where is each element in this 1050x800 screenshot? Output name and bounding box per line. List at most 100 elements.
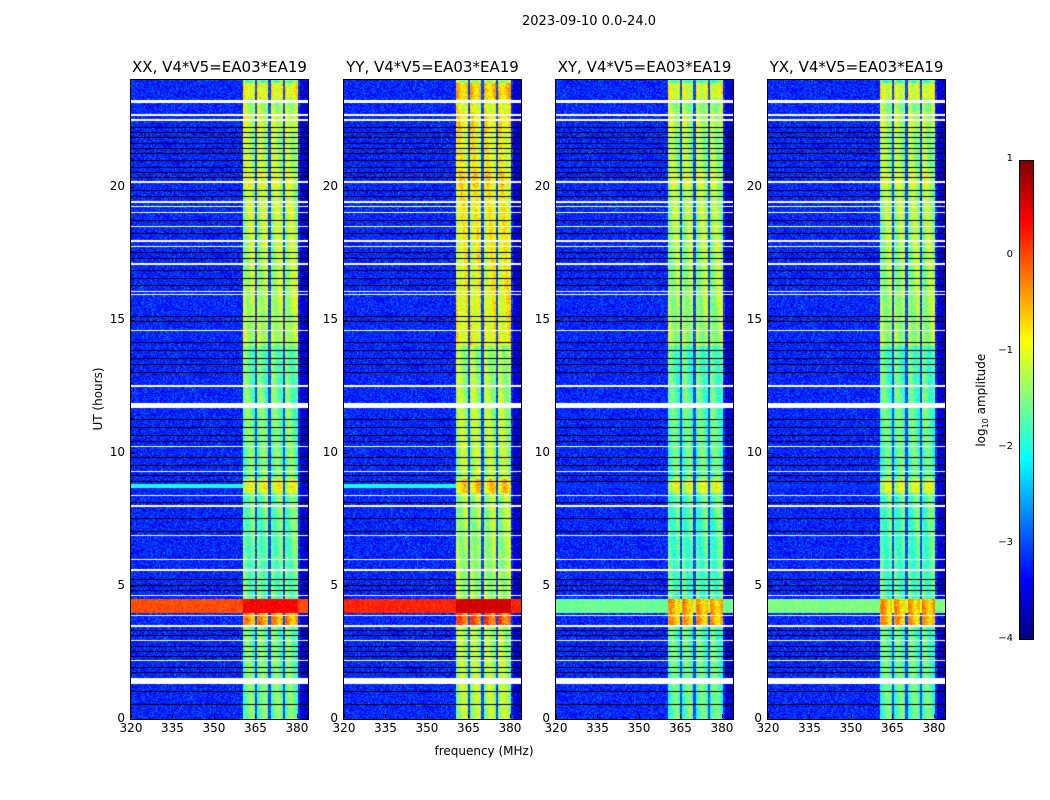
x-tick — [721, 714, 723, 718]
heatmap — [131, 80, 308, 719]
y-tick — [768, 452, 772, 454]
x-tick — [131, 714, 132, 718]
x-tick — [344, 714, 345, 718]
panel-title: YX, V4*V5=EA03*EA19 — [769, 58, 944, 76]
y-tick-label: 0 — [542, 711, 550, 725]
y-tick — [768, 319, 772, 321]
x-tick — [255, 714, 257, 718]
y-tick-label: 0 — [330, 711, 338, 725]
colorbar-tick-label: −4 — [998, 633, 1013, 644]
x-tick-label: 365 — [669, 721, 692, 735]
y-tick-label: 10 — [109, 444, 125, 459]
y-tick — [768, 585, 772, 587]
x-tick-label: 365 — [881, 721, 904, 735]
waterfall-panel-4: YX, V4*V5=EA03*EA19 320 335 350 365 380 0 5 10 15… — [747, 58, 946, 735]
y-tick — [344, 186, 348, 188]
x-tick — [509, 714, 511, 718]
y-tick — [131, 319, 135, 321]
waterfall-panel-1: XX, V4*V5=EA03*EA19 320 335 350 365 380 0 5 10 15… — [110, 58, 309, 735]
y-tick-label: 20 — [109, 178, 125, 193]
x-tick-label: 365 — [457, 721, 480, 735]
y-tick-label: 5 — [117, 577, 125, 592]
x-tick-label: 380 — [498, 721, 522, 735]
x-tick-label: 335 — [374, 721, 397, 735]
y-tick-label: 0 — [754, 711, 762, 725]
y-tick — [768, 719, 772, 720]
y-tick — [131, 452, 135, 454]
x-tick-label: 350 — [415, 721, 439, 735]
x-tick — [556, 714, 557, 718]
y-tick — [556, 719, 560, 720]
y-tick-label: 20 — [322, 178, 338, 193]
x-tick-label: 380 — [922, 721, 946, 735]
x-tick-label: 350 — [839, 721, 863, 735]
y-tick-label: 20 — [746, 178, 762, 193]
x-tick-label: 320 — [119, 721, 143, 735]
y-tick — [556, 585, 560, 587]
y-tick-label: 5 — [330, 577, 338, 592]
x-tick — [213, 714, 215, 718]
x-tick — [426, 714, 428, 718]
heatmap — [556, 80, 733, 719]
y-tick — [768, 186, 772, 188]
x-tick-label: 320 — [756, 721, 780, 735]
y-tick-label: 10 — [322, 444, 338, 459]
colorbar-label: log10 amplitude — [973, 353, 991, 447]
x-axis-label: frequency (MHz) — [434, 744, 534, 758]
x-tick-label: 335 — [161, 721, 184, 735]
heatmap — [768, 80, 945, 719]
x-tick-label: 335 — [586, 721, 609, 735]
x-tick — [468, 714, 470, 718]
panel-title: XX, V4*V5=EA03*EA19 — [132, 58, 307, 76]
y-tick — [344, 585, 348, 587]
waterfall-panel-3: XY, V4*V5=EA03*EA19 320 335 350 365 380 0 5 10 15… — [535, 58, 734, 735]
y-tick — [556, 319, 560, 321]
panel-title: YY, V4*V5=EA03*EA19 — [346, 58, 519, 76]
y-tick-label: 15 — [322, 311, 338, 326]
x-tick — [385, 714, 387, 718]
y-tick — [344, 719, 348, 720]
colorbar-tick-label: 1 — [1006, 153, 1013, 164]
y-tick-label: 10 — [746, 444, 762, 459]
y-tick-label: 5 — [754, 577, 762, 592]
x-tick — [892, 714, 894, 718]
x-tick-label: 350 — [202, 721, 226, 735]
y-tick-label: 5 — [542, 577, 550, 592]
heatmap — [344, 80, 521, 719]
colorbar-tick-label: −1 — [998, 345, 1013, 356]
y-tick — [556, 452, 560, 454]
x-tick — [296, 714, 298, 718]
y-tick — [131, 585, 135, 587]
colorbar-tick-label: −3 — [998, 537, 1013, 548]
y-axis-label: UT (hours) — [91, 367, 105, 431]
y-tick-label: 15 — [746, 311, 762, 326]
panel-title: XY, V4*V5=EA03*EA19 — [557, 58, 732, 76]
y-tick — [131, 719, 135, 720]
x-tick-label: 320 — [544, 721, 568, 735]
y-tick — [344, 319, 348, 321]
waterfall-panel-2: YY, V4*V5=EA03*EA19 320 335 350 365 380 0 5 10 15… — [323, 58, 522, 735]
x-tick-label: 320 — [332, 721, 356, 735]
colorbar-tick-label: −2 — [998, 441, 1013, 452]
x-tick — [680, 714, 682, 718]
y-tick — [131, 186, 135, 188]
x-tick-label: 380 — [285, 721, 309, 735]
y-tick-label: 0 — [117, 711, 125, 725]
x-tick — [850, 714, 852, 718]
x-tick-label: 335 — [798, 721, 821, 735]
x-tick — [172, 714, 174, 718]
figure-title: 2023-09-10 0.0-24.0 — [522, 14, 656, 29]
x-tick — [597, 714, 599, 718]
x-tick — [768, 714, 769, 718]
y-tick-label: 15 — [534, 311, 550, 326]
x-tick-label: 350 — [627, 721, 651, 735]
y-tick — [344, 452, 348, 454]
y-tick — [556, 186, 560, 188]
y-tick-label: 10 — [534, 444, 550, 459]
x-tick-label: 380 — [710, 721, 734, 735]
x-tick — [933, 714, 935, 718]
y-tick-label: 15 — [109, 311, 125, 326]
colorbar-tick-label: 0 — [1006, 249, 1013, 260]
x-tick — [638, 714, 640, 718]
